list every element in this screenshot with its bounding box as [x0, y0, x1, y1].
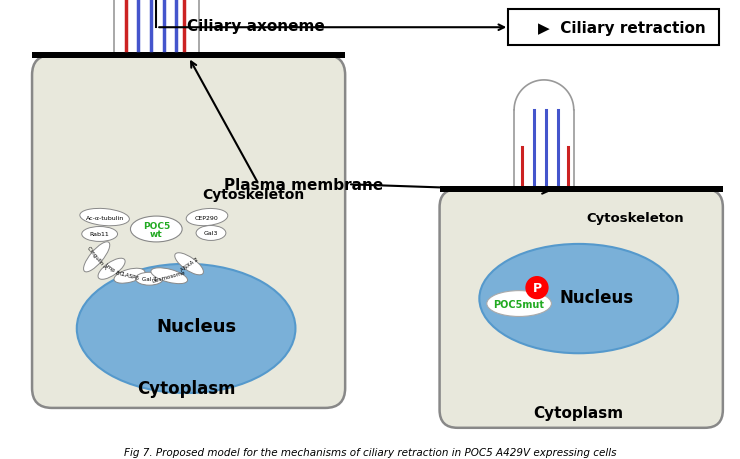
Text: Desmosome: Desmosome	[152, 269, 186, 283]
Text: Nucleus: Nucleus	[559, 288, 633, 306]
Ellipse shape	[77, 264, 295, 393]
Bar	[32, 53, 345, 59]
Text: POC5mut: POC5mut	[494, 299, 545, 309]
Text: Plasma membrane: Plasma membrane	[223, 177, 383, 192]
Text: Nucleus: Nucleus	[156, 318, 236, 336]
Text: Cytoskeleton: Cytoskeleton	[587, 211, 684, 224]
Bar	[440, 187, 723, 193]
Text: POC5: POC5	[143, 221, 170, 230]
Ellipse shape	[186, 209, 228, 226]
Ellipse shape	[175, 253, 204, 275]
Text: Gal3: Gal3	[204, 231, 218, 236]
Text: Cytoplasm: Cytoplasm	[137, 379, 235, 397]
Text: Fig 7. Proposed model for the mechanisms of ciliary retraction in POC5 A429V exp: Fig 7. Proposed model for the mechanisms…	[124, 447, 616, 457]
Ellipse shape	[84, 242, 110, 272]
Text: P: P	[532, 281, 542, 295]
Ellipse shape	[80, 209, 130, 226]
Circle shape	[526, 277, 548, 299]
Ellipse shape	[98, 259, 125, 280]
Text: Imp B: Imp B	[104, 263, 120, 276]
Text: CEP290: CEP290	[195, 215, 219, 220]
Text: wt: wt	[150, 230, 163, 239]
Text: Cytoskeleton: Cytoskeleton	[203, 188, 305, 202]
Ellipse shape	[151, 268, 187, 284]
Ellipse shape	[130, 217, 182, 242]
Ellipse shape	[135, 273, 164, 285]
Text: Gal 7: Gal 7	[142, 277, 157, 281]
Ellipse shape	[81, 227, 118, 242]
Text: ANXA 2: ANXA 2	[179, 256, 199, 272]
Text: Ciliary axoneme: Ciliary axoneme	[186, 19, 325, 34]
Text: ▶  Ciliary retraction: ▶ Ciliary retraction	[537, 21, 705, 36]
FancyBboxPatch shape	[32, 56, 345, 408]
FancyBboxPatch shape	[508, 10, 719, 46]
Text: Cytoplasm: Cytoplasm	[534, 405, 624, 420]
Ellipse shape	[114, 269, 145, 284]
Ellipse shape	[487, 291, 551, 317]
FancyBboxPatch shape	[440, 190, 723, 428]
Ellipse shape	[196, 226, 226, 241]
Ellipse shape	[480, 244, 678, 353]
Text: CLASP6: CLASP6	[118, 271, 140, 281]
Text: Ac-α-tubulin: Ac-α-tubulin	[86, 215, 124, 220]
Text: Cingulin A: Cingulin A	[86, 245, 107, 269]
Text: Rab11: Rab11	[90, 232, 110, 237]
